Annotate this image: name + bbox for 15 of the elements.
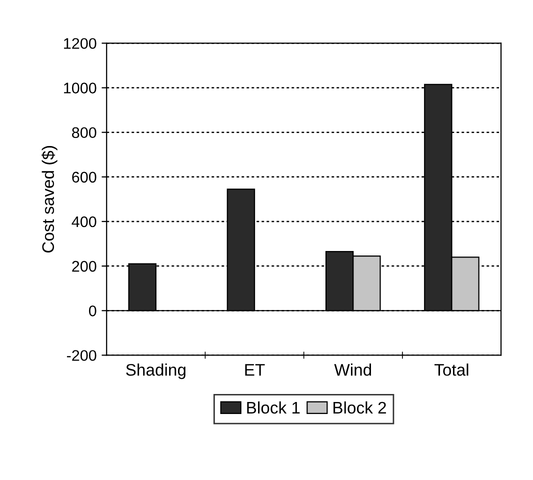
x-tick-label: Total [434, 364, 468, 376]
x-tick-label: Wind [334, 364, 372, 376]
y-tick-label: 800 [72, 127, 96, 138]
y-tick-label: 1200 [64, 38, 96, 49]
y-tick-label: 200 [72, 260, 96, 272]
x-tick-label: ET [245, 364, 265, 376]
y-tick-label: 0 [88, 305, 96, 316]
x-tick-label: Shading [126, 364, 186, 380]
y-tick-label: -200 [66, 350, 96, 361]
y-tick-label: 400 [72, 216, 96, 228]
y-tick-label: 600 [72, 172, 96, 183]
y-axis-title: Cost saved ($) [42, 146, 58, 253]
legend-label: Block 1 [247, 401, 300, 414]
legend-label: Block 2 [334, 401, 386, 414]
y-tick-label: 1000 [64, 82, 96, 94]
